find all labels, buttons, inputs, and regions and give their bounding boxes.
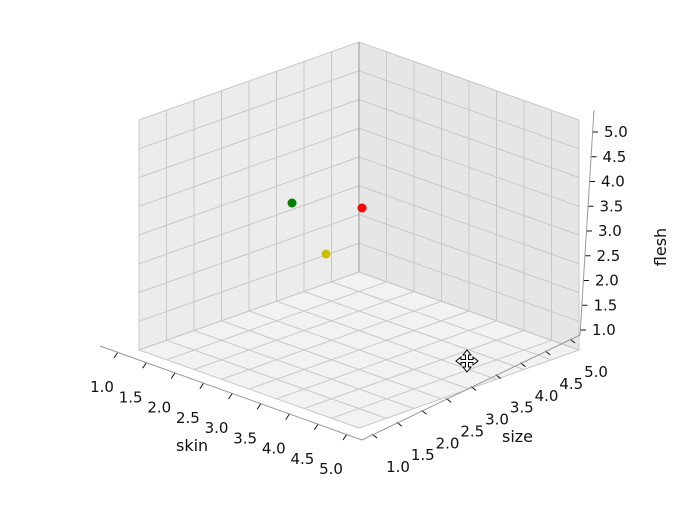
- x-tick-mark: [285, 413, 291, 420]
- grid-line-y: [276, 90, 497, 400]
- move-cursor-icon: [455, 349, 479, 373]
- data-point-3: [321, 249, 331, 259]
- y-tick-label: 4.0: [535, 387, 559, 405]
- z-tick-label: 2.5: [597, 247, 621, 265]
- y-tick-label: 5.0: [584, 363, 608, 381]
- x-tick-label: 4.5: [290, 450, 314, 468]
- z-tick-label: 1.0: [592, 321, 616, 339]
- y-tick-label: 2.0: [436, 434, 460, 452]
- grid-lines: [138, 41, 580, 429]
- x-tick-label: 1.0: [90, 378, 114, 396]
- y-tick-label: 3.5: [510, 399, 534, 417]
- z-axis-ticks: 1.0 1.5 2.0 2.5 3.0 3.5 4.0 4.5 5.0: [579, 109, 628, 339]
- grid-line-x: [138, 120, 360, 429]
- y-axis-line: [361, 334, 581, 441]
- z-tick-label: 5.0: [604, 123, 628, 141]
- grid-line-y: [331, 110, 552, 419]
- data-points: [287, 198, 367, 259]
- z-tick-label: 3.5: [600, 197, 624, 215]
- grid-line-y: [221, 71, 442, 380]
- y-tick-label: 1.5: [411, 446, 435, 464]
- z-tick-label: 1.5: [594, 296, 618, 314]
- y-tick-label: 4.5: [559, 375, 583, 393]
- z-tick-label: 4.5: [603, 148, 627, 166]
- grid-line-x: [303, 61, 525, 370]
- y-axis-ticks: 1.01.52.02.53.03.54.04.55.0: [361, 334, 608, 476]
- x-tick-mark: [142, 361, 148, 369]
- x-tick-mark: [113, 351, 119, 359]
- y-tick-label: 1.0: [386, 458, 410, 476]
- data-point-1: [287, 198, 297, 208]
- x-tick-label: 4.0: [262, 440, 286, 458]
- x-tick-label: 3.0: [205, 419, 229, 437]
- x-tick-mark: [256, 402, 262, 410]
- grid-line-y: [193, 61, 415, 370]
- x-axis-line: [99, 345, 363, 441]
- grid-line-y: [303, 100, 525, 409]
- data-point-2: [357, 203, 367, 213]
- y-axis-label: size: [502, 427, 533, 446]
- x-tick-mark: [342, 433, 348, 441]
- z-tick-label: 4.0: [601, 173, 625, 191]
- x-tick-mark: [313, 423, 319, 431]
- grid-line-x: [331, 51, 552, 361]
- x-tick-mark: [228, 392, 233, 400]
- x-tick-label: 1.5: [119, 388, 143, 406]
- x-tick-mark: [170, 372, 176, 379]
- x-tick-label: 5.0: [319, 460, 343, 478]
- grid-line-x: [166, 110, 387, 419]
- x-tick-label: 2.0: [147, 399, 171, 417]
- z-tick-label: 2.0: [595, 272, 619, 290]
- grid-line-x: [248, 81, 470, 390]
- x-tick-mark: [199, 382, 205, 390]
- grid-line-x: [276, 71, 497, 380]
- y-tick-label: 3.0: [485, 411, 509, 429]
- x-axis-ticks: 1.0 1.52.0 2.5 3.03.5 4.04.5 5.0: [90, 345, 363, 478]
- z-axis-line: [579, 109, 595, 336]
- grid-line-x: [221, 90, 442, 400]
- grid-line-y: [358, 120, 580, 429]
- grid-line-x: [193, 100, 415, 409]
- x-axis-label: skin: [176, 436, 208, 455]
- grid-line-y: [248, 81, 470, 390]
- z-tick-label: 3.0: [598, 222, 622, 240]
- x-tick-label: 2.5: [176, 409, 200, 427]
- z-axis-label: flesh: [651, 228, 670, 266]
- y-tick-label: 2.5: [460, 422, 484, 440]
- x-tick-label: 3.5: [233, 429, 257, 447]
- grid-line-y: [166, 51, 387, 361]
